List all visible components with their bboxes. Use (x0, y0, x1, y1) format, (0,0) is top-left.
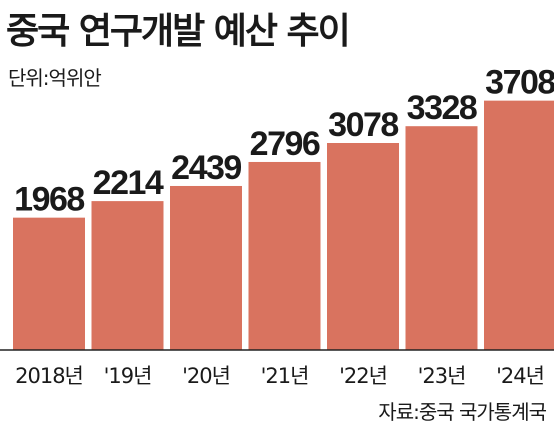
source-note: 자료:중국 국가통계국 (378, 400, 547, 424)
value-label-4: 3078 (328, 106, 398, 144)
x-tick-label-6: '24년 (496, 364, 544, 388)
value-label-5: 3328 (407, 89, 477, 127)
bar-0 (13, 217, 85, 350)
bars-group (13, 100, 554, 351)
bar-5 (405, 126, 478, 350)
bar-6 (484, 100, 554, 351)
x-tick-label-1: '19년 (104, 364, 152, 388)
x-tick-label-4: '22년 (339, 364, 387, 388)
chart-title: 중국 연구개발 예산 추이 (6, 11, 351, 52)
value-label-0: 1968 (14, 181, 84, 219)
value-label-2: 2439 (171, 149, 241, 187)
value-label-1: 2214 (93, 164, 164, 202)
value-label-3: 2796 (250, 125, 320, 163)
bar-1 (91, 201, 164, 350)
bar-4 (327, 143, 399, 350)
bar-2 (170, 185, 242, 350)
x-tick-label-3: '21년 (261, 364, 309, 388)
unit-label: 단위:억위안 (8, 66, 102, 90)
x-tick-labels-group: 2018년 '19년 '20년 '21년 '22년 '23년 '24년 (15, 364, 545, 388)
x-tick-label-0: 2018년 (15, 364, 83, 388)
bar-3 (248, 161, 321, 350)
x-tick-label-5: '23년 (418, 364, 466, 388)
x-tick-label-2: '20년 (182, 364, 230, 388)
value-label-6: 3708 (485, 64, 554, 102)
